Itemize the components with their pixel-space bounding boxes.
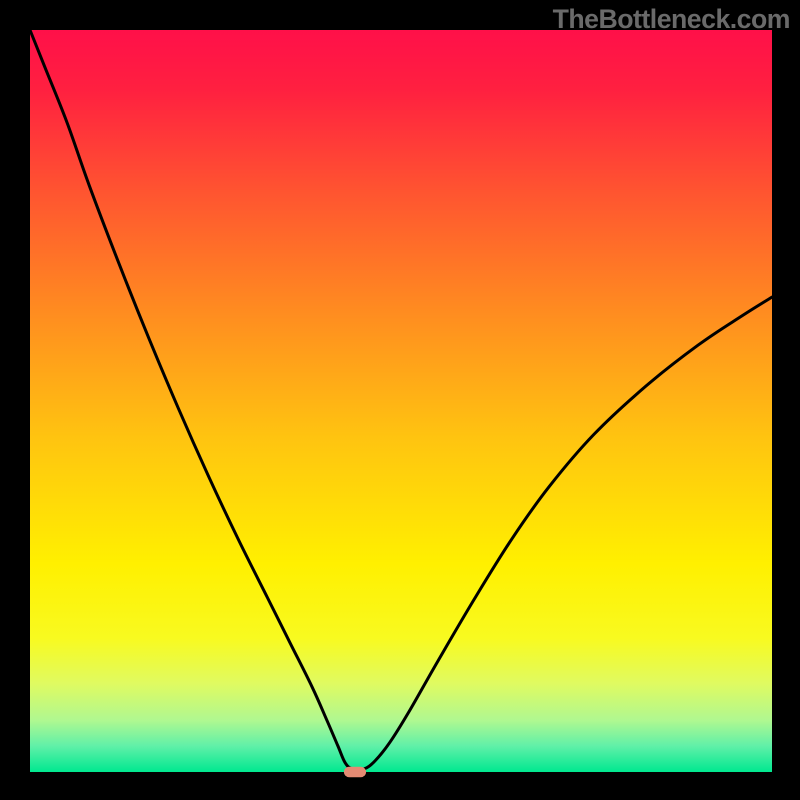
bottleneck-chart-container: TheBottleneck.com	[0, 0, 800, 800]
bottleneck-chart	[0, 0, 800, 800]
watermark-text: TheBottleneck.com	[553, 4, 790, 35]
optimal-point-marker	[344, 767, 366, 777]
chart-plot-area	[30, 30, 772, 772]
